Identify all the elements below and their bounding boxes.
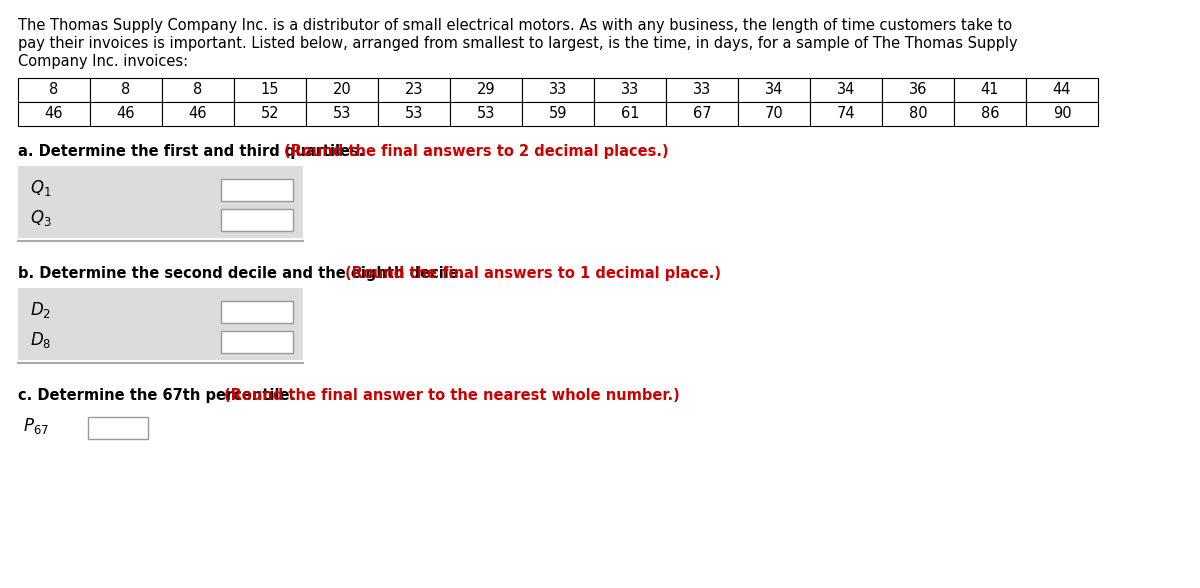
Text: (Round the final answers to 2 decimal places.): (Round the final answers to 2 decimal pl… — [284, 144, 668, 159]
Text: 36: 36 — [908, 82, 928, 98]
Bar — [810, 78, 882, 102]
Text: 8: 8 — [49, 82, 59, 98]
Bar — [450, 102, 522, 126]
Bar — [162, 78, 234, 102]
Bar — [221, 301, 293, 323]
Text: 8: 8 — [121, 82, 131, 98]
Bar — [594, 78, 666, 102]
Text: 74: 74 — [836, 106, 856, 122]
Text: 90: 90 — [1052, 106, 1072, 122]
Bar — [378, 102, 450, 126]
Text: 33: 33 — [692, 82, 712, 98]
Text: 70: 70 — [764, 106, 784, 122]
Text: 46: 46 — [44, 106, 64, 122]
Bar — [234, 78, 306, 102]
Text: 29: 29 — [476, 82, 496, 98]
Text: 15: 15 — [260, 82, 280, 98]
Bar — [90, 78, 162, 102]
Text: pay their invoices is important. Listed below, arranged from smallest to largest: pay their invoices is important. Listed … — [18, 36, 1018, 51]
Text: 8: 8 — [193, 82, 203, 98]
Text: 53: 53 — [476, 106, 496, 122]
Text: (Round the final answers to 1 decimal place.): (Round the final answers to 1 decimal pl… — [344, 266, 721, 281]
Bar — [666, 102, 738, 126]
Bar — [18, 166, 302, 238]
Text: 23: 23 — [404, 82, 424, 98]
Text: $\mathit{D}_2$: $\mathit{D}_2$ — [30, 300, 52, 320]
Bar — [522, 102, 594, 126]
Text: 20: 20 — [332, 82, 352, 98]
Text: The Thomas Supply Company Inc. is a distributor of small electrical motors. As w: The Thomas Supply Company Inc. is a dist… — [18, 18, 1012, 33]
Text: 46: 46 — [188, 106, 208, 122]
Bar — [221, 331, 293, 353]
Bar — [162, 102, 234, 126]
Bar — [810, 102, 882, 126]
Bar — [594, 102, 666, 126]
Text: 34: 34 — [836, 82, 856, 98]
Bar — [306, 78, 378, 102]
Bar — [234, 102, 306, 126]
Bar — [954, 102, 1026, 126]
Text: 33: 33 — [620, 82, 640, 98]
Text: $\mathit{Q}_3$: $\mathit{Q}_3$ — [30, 208, 52, 228]
Text: 46: 46 — [116, 106, 136, 122]
Bar — [738, 102, 810, 126]
Text: $\mathit{D}_8$: $\mathit{D}_8$ — [30, 330, 52, 350]
Bar — [954, 78, 1026, 102]
Text: c. Determine the 67th percentile.: c. Determine the 67th percentile. — [18, 388, 300, 403]
Text: $\mathit{P}_{67}$: $\mathit{P}_{67}$ — [23, 416, 49, 436]
Text: 44: 44 — [1052, 82, 1072, 98]
Text: $\mathit{Q}_1$: $\mathit{Q}_1$ — [30, 178, 52, 198]
Text: a. Determine the first and third quartiles.: a. Determine the first and third quartil… — [18, 144, 370, 159]
Bar — [221, 209, 293, 231]
Bar — [882, 78, 954, 102]
Bar — [18, 288, 302, 360]
Bar — [522, 78, 594, 102]
Text: 53: 53 — [404, 106, 424, 122]
Bar — [221, 179, 293, 201]
Text: 61: 61 — [620, 106, 640, 122]
Bar — [738, 78, 810, 102]
Text: 53: 53 — [332, 106, 352, 122]
Bar — [88, 417, 148, 439]
Bar — [18, 78, 90, 102]
Text: 80: 80 — [908, 106, 928, 122]
Text: (Round the final answer to the nearest whole number.): (Round the final answer to the nearest w… — [223, 388, 679, 403]
Text: 52: 52 — [260, 106, 280, 122]
Bar — [306, 102, 378, 126]
Bar — [1026, 102, 1098, 126]
Text: b. Determine the second decile and the eighth decile.: b. Determine the second decile and the e… — [18, 266, 469, 281]
Text: 67: 67 — [692, 106, 712, 122]
Text: 33: 33 — [548, 82, 568, 98]
Bar — [666, 78, 738, 102]
Bar — [882, 102, 954, 126]
Bar — [1026, 78, 1098, 102]
Text: 86: 86 — [980, 106, 1000, 122]
Bar — [450, 78, 522, 102]
Bar — [90, 102, 162, 126]
Bar — [378, 78, 450, 102]
Text: 59: 59 — [548, 106, 568, 122]
Text: Company Inc. invoices:: Company Inc. invoices: — [18, 54, 188, 69]
Bar — [18, 102, 90, 126]
Text: 41: 41 — [980, 82, 1000, 98]
Text: 34: 34 — [764, 82, 784, 98]
